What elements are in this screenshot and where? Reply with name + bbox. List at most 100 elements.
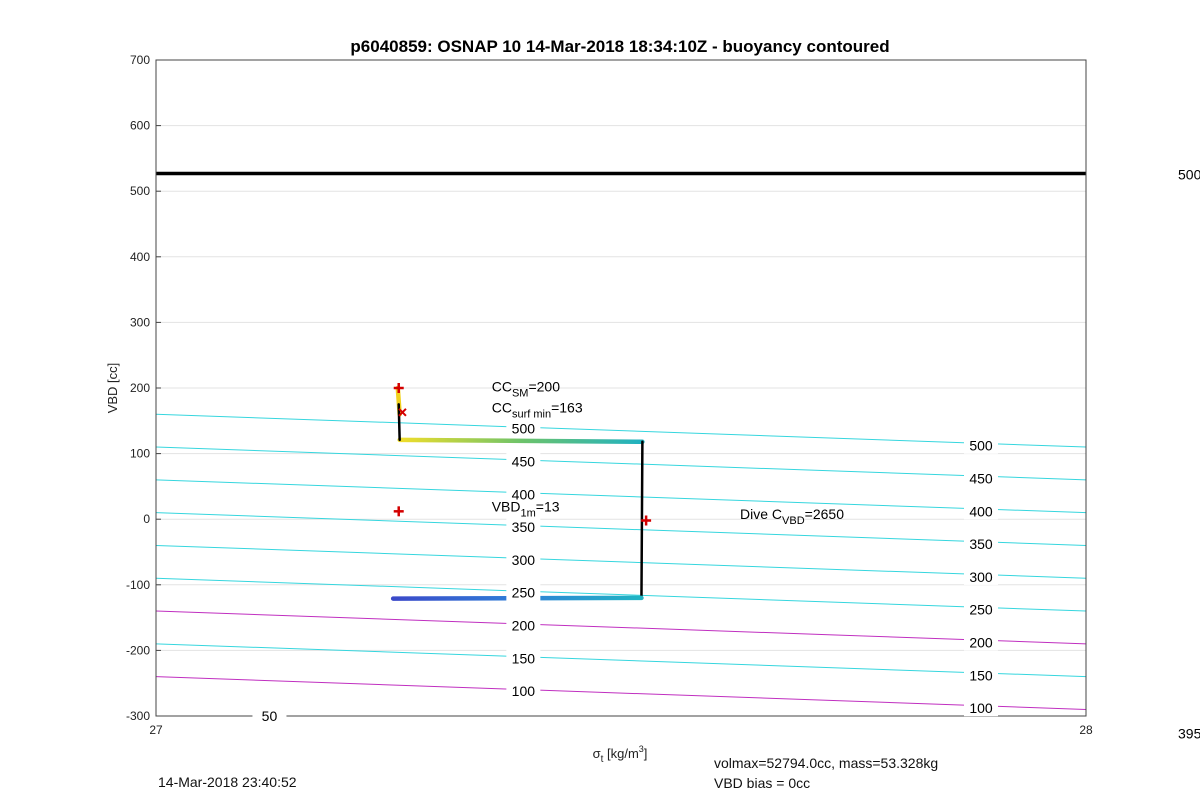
contour-label-3: 350 [512,519,536,535]
contour-right-label-7: 150 [969,667,993,683]
annotation-1: CCsurf min=163 [492,399,583,420]
x-axis-label-unit-sup: 3 [639,744,644,754]
contour-line-100 [156,676,1086,710]
contour-label-bg-5 [506,582,541,601]
marker-plus-2 [393,506,404,517]
vbd-bias-info: VBD bias = 0cc [714,775,810,791]
contour-right-label-bg-1 [964,468,998,487]
annotation-value: =2650 [805,506,845,522]
contour-right-label-bg-3 [964,534,998,553]
x-axis-label-unit: [kg/m [603,746,638,761]
y-tick-label-1: -200 [126,643,150,657]
contour-line-400 [156,479,1086,514]
y-axis-label: VBD [cc] [105,363,120,414]
annotation-value: =13 [536,498,560,514]
contour-label-2: 400 [512,486,536,502]
annotation-main: CC [492,378,512,394]
marker-x-1 [398,408,407,417]
contour-line-500 [156,413,1086,448]
contour-line-300 [156,544,1086,579]
contour-label-1: 450 [512,453,536,469]
contour-right-label-8: 100 [969,700,993,716]
contour-right-label-2: 400 [969,503,993,519]
contour-label-bg-0 [506,418,541,437]
contour-label-8: 100 [512,683,536,699]
annotation-3: Dive CVBD=2650 [740,506,844,527]
marker-stroke-b [398,408,407,417]
y-tick-label-5: 200 [130,381,150,395]
x-tick-label-1: 28 [1079,723,1093,737]
y-tick-label-0: -300 [126,709,150,723]
annotation-main: CC [492,399,512,415]
timestamp: 14-Mar-2018 23:40:52 [158,774,297,790]
contour-label-bg-2 [506,484,541,503]
edge-label-1: 395 [1178,725,1200,741]
y-tick-label-8: 500 [130,184,150,198]
annotation-main: Dive C [740,506,782,522]
contour-right-label-bg-0 [964,435,998,454]
y-tick-label-3: 0 [143,512,150,526]
volmax-mass-info: volmax=52794.0cc, mass=53.328kg [714,755,938,771]
contours [156,413,1086,710]
contour-right-label-bg-8 [964,698,998,717]
contour-right-label-bg-6 [964,632,998,651]
x-axis-label: σt [kg/m3] [593,744,648,765]
annotation-subscript: VBD [782,515,805,527]
contour-label-9: 50 [262,708,278,724]
contour-label-5: 250 [512,585,536,601]
annotation-subscript: surf min [512,408,551,420]
contour-label-4: 300 [512,552,536,568]
contour-right-label-1: 450 [969,471,993,487]
contour-label-bg-1 [506,451,541,470]
contour-labels: 500 450 400 350 300 250 200 150 100 50 500 450 400 35… [252,418,998,724]
contour-right-label-bg-2 [964,501,998,520]
annotation-0: CCSM=200 [492,378,560,399]
contour-line-350 [156,512,1086,546]
contour-right-label-bg-7 [964,665,998,684]
contour-right-label-6: 200 [969,635,993,651]
y-tick-label-7: 400 [130,250,150,264]
grid [156,59,1086,717]
annotation-subscript: 1m [521,507,536,519]
annotation-value: =163 [551,399,583,415]
y-tick-label-4: 100 [130,447,150,461]
annotation-2: VBD1m=13 [492,498,560,519]
contour-label-6: 200 [512,617,536,633]
x-axis-ticks: 27 28 [149,711,1093,737]
contour-right-label-5: 250 [969,602,993,618]
annotation-subscript: SM [512,387,528,399]
contour-label-7: 150 [512,650,536,666]
contour-right-label-bg-5 [964,599,998,618]
contour-right-label-0: 500 [969,438,993,454]
contour-label-bg-6 [506,615,541,634]
contour-label-0: 500 [512,421,536,437]
contour-line-450 [156,446,1086,481]
contour-right-label-4: 300 [969,569,993,585]
series-segment-4 [397,403,401,442]
x-axis-label-symbol: σ [593,746,601,761]
marker-plus-0 [393,383,404,393]
contour-line-250 [156,577,1086,612]
y-tick-label-10: 700 [130,53,150,67]
y-axis-ticks: -300 -200 -100 0 100 200 300 400 500 600 700 [126,53,161,723]
contour-label-bg-3 [506,517,541,536]
edge-label-0: 500 [1178,166,1200,182]
markers [393,383,652,526]
contour-line-150 [156,643,1086,678]
x-tick-label-0: 27 [149,723,163,737]
annotation-value: =200 [528,378,560,394]
y-tick-label-9: 600 [130,119,150,133]
contour-line-200 [156,610,1086,645]
contour-label-bg-8 [506,681,541,700]
y-tick-label-2: -100 [126,578,150,592]
x-axis-label-unit-close: ] [644,746,648,761]
contour-label-bg-9 [252,706,287,724]
contour-label-bg-4 [506,549,541,568]
y-tick-label-6: 300 [130,315,150,329]
marker-plus-3 [641,515,652,526]
x-axis-label-sub: t [601,754,604,765]
annotation-main: VBD [492,498,521,514]
contour-right-label-3: 350 [969,536,993,552]
